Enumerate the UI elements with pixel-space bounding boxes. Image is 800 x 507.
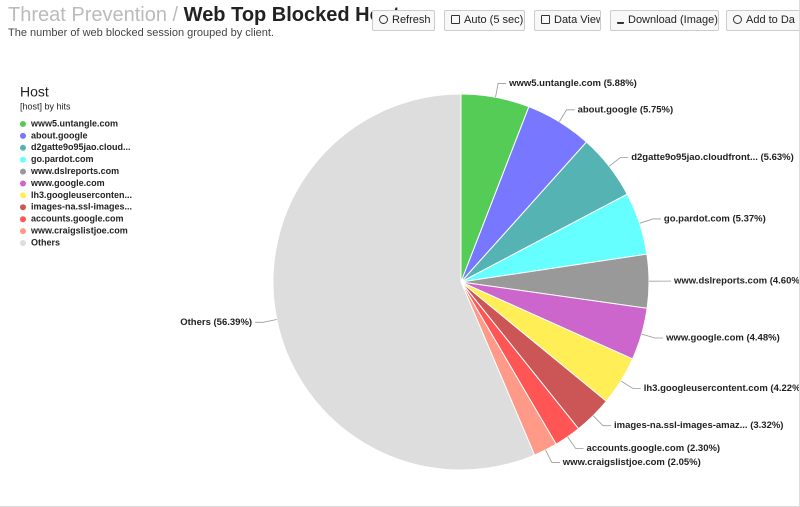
button[interactable]: Download (Image) [610,10,719,31]
legend-label: about.google [31,130,88,140]
label-connector [608,157,629,167]
legend-swatch [20,240,26,246]
label-connector [558,109,575,122]
label-connector [592,415,611,427]
legend-title: Host [20,84,49,100]
legend-swatch [20,216,26,223]
data-label: about.google (5.75%) [578,104,674,115]
data-label: images-na.ssl-images-amaz... (3.32%) [614,420,784,431]
data-label: lh3.googleusercontent.com (4.22%) [644,383,800,394]
legend-swatch [20,168,26,175]
data-label: www.google.com (4.48%) [665,333,780,344]
label-connector [567,436,584,449]
data-label: d2gatte9o95jao.cloudfront... (5.63%) [631,152,794,163]
legend-label: www.craigslistjoe.com [30,225,128,235]
legend-swatch [20,192,26,199]
label-connector [641,333,664,339]
legend-label: images-na.ssl-images... [31,202,132,212]
page-title: Web Top Blocked Hosts [183,4,411,26]
button[interactable]: Add to Da [726,10,799,31]
chart: Host [host] by hits www5.untangle.com abo… [20,78,800,471]
label-connector [495,83,507,98]
button-label: Add to Da [746,14,795,26]
label-connector [255,319,277,323]
legend-swatch [20,228,26,235]
legend-label: go.pardot.com [31,154,94,164]
button[interactable]: Refresh [372,10,435,31]
subtitle: The number of web blocked session groupe… [8,27,274,39]
legend-swatch [20,121,26,127]
legend-label: www.dslreports.com [30,166,119,176]
button-label: Data View [554,14,601,26]
data-label: www.dslreports.com (4.60%) [673,276,800,287]
label-connector [545,449,560,463]
button-label: Download (Image) [628,14,718,26]
button[interactable]: Data View [534,10,601,31]
data-label: accounts.google.com (2.30%) [587,443,721,454]
data-label: Others (56.39%) [180,317,252,328]
label-connector [620,380,641,389]
legend-label: accounts.google.com [31,214,124,224]
legend-label: Others [31,237,60,247]
legend-subtitle: [host] by hits [20,101,71,111]
legend-swatch [20,204,26,211]
legend-label: d2gatte9o95jao.cloud... [31,142,131,152]
legend-label: lh3.googleuserconten... [31,190,132,200]
button-label: Refresh [392,14,431,26]
header: Threat Prevention / Web Top Blocked Host… [8,4,411,27]
legend-label: www5.untangle.com [30,118,118,128]
legend-swatch [20,156,26,163]
legend-swatch [20,144,26,151]
data-label: go.pardot.com (5.37%) [664,213,766,224]
data-label: www5.untangle.com (5.88%) [508,78,637,89]
button[interactable]: Auto (5 sec) [444,10,525,31]
legend-swatch [20,132,26,139]
data-label: www.craigslistjoe.com (2.05%) [562,457,701,468]
legend-swatch [20,180,26,187]
separator: / [172,4,179,26]
pie-slice [272,93,536,471]
button-label: Auto (5 sec) [464,14,524,26]
label-connector [639,218,661,224]
legend-label: www.google.com [30,178,105,188]
breadcrumb[interactable]: Threat Prevention [8,4,167,26]
